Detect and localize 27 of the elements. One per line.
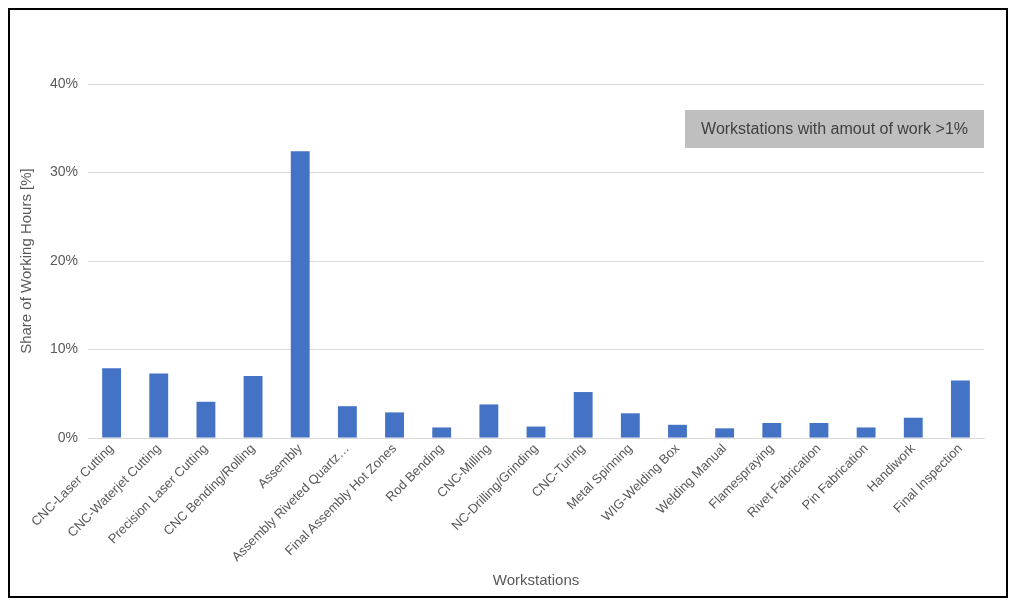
y-tick-label: 20%: [49, 251, 79, 268]
bar: [856, 427, 876, 438]
bar: [102, 368, 122, 438]
y-tick-label: 0%: [57, 428, 79, 445]
bar: [526, 426, 546, 438]
bar: [950, 380, 970, 438]
bar: [432, 427, 452, 438]
bar: [903, 417, 923, 438]
bar: [385, 412, 404, 438]
bar: [149, 373, 169, 438]
bar: [668, 424, 687, 438]
bar: [290, 151, 310, 438]
y-tick-label: 10%: [49, 340, 79, 357]
y-axis-title: Share of Working Hours [%]: [17, 168, 35, 354]
bar: [762, 423, 782, 438]
bar: [809, 423, 829, 438]
bar: [620, 413, 640, 438]
bar: [196, 401, 216, 438]
bar: [479, 404, 499, 438]
bar: [715, 428, 735, 438]
annotation: Workstations with amout of work >1%: [685, 110, 984, 148]
y-tick-label: 40%: [49, 74, 79, 91]
bar: [337, 406, 357, 438]
x-axis-title: Workstations: [492, 571, 580, 589]
bar: [573, 392, 593, 438]
y-tick-label: 30%: [49, 163, 79, 180]
bar: [243, 376, 263, 438]
